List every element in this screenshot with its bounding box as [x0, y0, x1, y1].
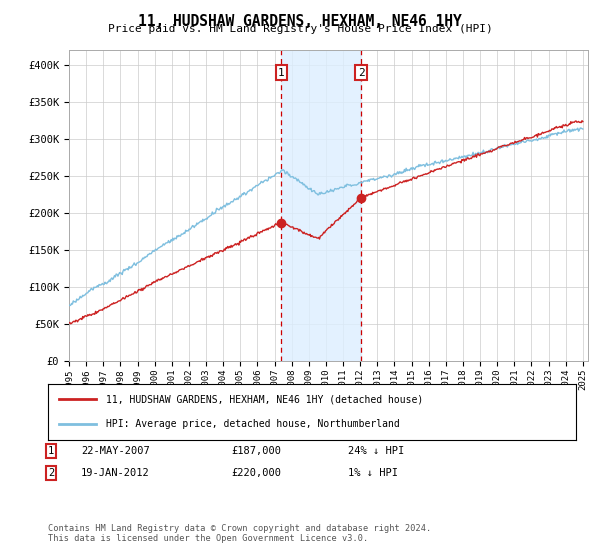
Text: Contains HM Land Registry data © Crown copyright and database right 2024.
This d: Contains HM Land Registry data © Crown c… [48, 524, 431, 543]
Text: 2: 2 [48, 468, 54, 478]
Text: 2: 2 [358, 68, 364, 78]
Text: 1: 1 [48, 446, 54, 456]
Text: HPI: Average price, detached house, Northumberland: HPI: Average price, detached house, Nort… [106, 419, 400, 429]
Text: 11, HUDSHAW GARDENS, HEXHAM, NE46 1HY (detached house): 11, HUDSHAW GARDENS, HEXHAM, NE46 1HY (d… [106, 394, 424, 404]
Text: 19-JAN-2012: 19-JAN-2012 [81, 468, 150, 478]
Text: Price paid vs. HM Land Registry's House Price Index (HPI): Price paid vs. HM Land Registry's House … [107, 24, 493, 34]
Text: £187,000: £187,000 [231, 446, 281, 456]
Bar [281, 50, 361, 361]
Text: 1: 1 [278, 68, 284, 78]
Text: 22-MAY-2007: 22-MAY-2007 [81, 446, 150, 456]
Text: 24% ↓ HPI: 24% ↓ HPI [348, 446, 404, 456]
Text: 1% ↓ HPI: 1% ↓ HPI [348, 468, 398, 478]
Text: £220,000: £220,000 [231, 468, 281, 478]
Text: 11, HUDSHAW GARDENS, HEXHAM, NE46 1HY: 11, HUDSHAW GARDENS, HEXHAM, NE46 1HY [138, 14, 462, 29]
